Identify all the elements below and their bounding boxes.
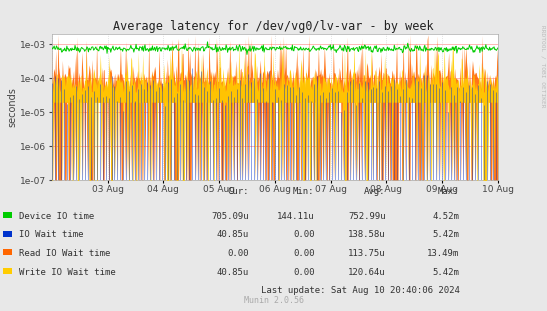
Text: 5.42m: 5.42m	[433, 268, 459, 276]
Text: 40.85u: 40.85u	[217, 268, 249, 276]
Text: 705.09u: 705.09u	[211, 212, 249, 220]
Text: 0.00: 0.00	[293, 268, 315, 276]
Text: 0.00: 0.00	[293, 230, 315, 239]
Text: 40.85u: 40.85u	[217, 230, 249, 239]
Text: 0.00: 0.00	[228, 249, 249, 258]
Text: RRDTOOL / TOBI OETIKER: RRDTOOL / TOBI OETIKER	[541, 25, 546, 107]
Text: Min:: Min:	[293, 187, 315, 196]
Text: 13.49m: 13.49m	[427, 249, 459, 258]
Y-axis label: seconds: seconds	[8, 87, 18, 127]
Text: 113.75u: 113.75u	[348, 249, 386, 258]
Text: Max:: Max:	[438, 187, 459, 196]
Text: 5.42m: 5.42m	[433, 230, 459, 239]
Text: Write IO Wait time: Write IO Wait time	[19, 268, 116, 276]
Text: 138.58u: 138.58u	[348, 230, 386, 239]
Text: 752.99u: 752.99u	[348, 212, 386, 220]
Text: IO Wait time: IO Wait time	[19, 230, 84, 239]
Text: Read IO Wait time: Read IO Wait time	[19, 249, 110, 258]
Text: 4.52m: 4.52m	[433, 212, 459, 220]
Text: 0.00: 0.00	[293, 249, 315, 258]
Text: 144.11u: 144.11u	[277, 212, 315, 220]
Text: Last update: Sat Aug 10 20:40:06 2024: Last update: Sat Aug 10 20:40:06 2024	[260, 286, 459, 295]
Text: Average latency for /dev/vg0/lv-var - by week: Average latency for /dev/vg0/lv-var - by…	[113, 20, 434, 33]
Text: Cur:: Cur:	[228, 187, 249, 196]
Text: Avg:: Avg:	[364, 187, 386, 196]
Text: 120.64u: 120.64u	[348, 268, 386, 276]
Text: Munin 2.0.56: Munin 2.0.56	[243, 296, 304, 305]
Text: Device IO time: Device IO time	[19, 212, 95, 220]
